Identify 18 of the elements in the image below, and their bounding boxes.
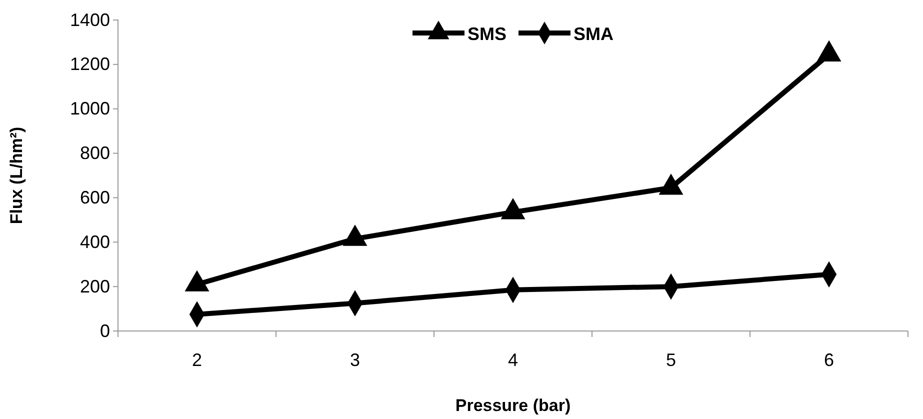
y-tick-label: 1000 xyxy=(70,98,110,119)
y-tick-label: 400 xyxy=(80,232,110,252)
x-tick-label: 2 xyxy=(192,350,202,370)
y-tick-label: 1400 xyxy=(70,10,110,30)
x-tick-label: 4 xyxy=(508,350,518,370)
point xyxy=(816,40,842,62)
x-tick-label: 6 xyxy=(824,350,834,370)
y-tick-label: 200 xyxy=(80,276,110,296)
x-tick-label: 3 xyxy=(350,350,360,370)
y-tick-label: 0 xyxy=(100,320,110,341)
legend-label: SMS xyxy=(467,24,507,44)
y-tick-label: 1200 xyxy=(70,54,110,74)
y-axis-title: Flux (L/hm²) xyxy=(7,126,26,224)
x-tick-label: 5 xyxy=(666,350,676,370)
x-axis-title: Pressure (bar) xyxy=(455,396,571,415)
legend-label: SMA xyxy=(574,24,614,44)
y-tick-label: 800 xyxy=(80,143,110,164)
y-tick-label: 600 xyxy=(80,187,110,208)
